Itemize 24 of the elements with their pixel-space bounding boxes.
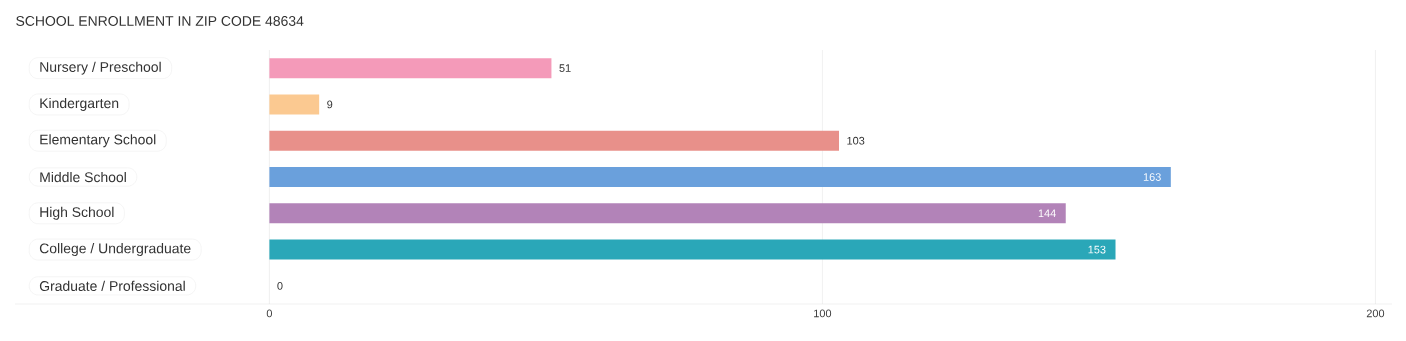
x-tick-label: 0: [266, 309, 273, 318]
bar: [269, 239, 1116, 260]
bar: [269, 167, 1171, 187]
data-label: 163: [1143, 173, 1161, 181]
bar: [269, 94, 320, 115]
data-label: 9: [327, 100, 333, 109]
x-tick-label: 100: [814, 309, 832, 318]
y-tick-label: Elementary School: [40, 134, 156, 148]
data-label: 103: [847, 136, 865, 145]
y-tick-label: Middle School: [40, 171, 126, 183]
data-label: 51: [559, 64, 571, 72]
bar: [269, 58, 552, 79]
y-tick-label: Graduate / Professional: [39, 280, 185, 291]
bar: [269, 203, 1066, 224]
bar: [269, 130, 840, 151]
x-tick-label: 200: [1366, 309, 1385, 318]
y-tick-label: High School: [40, 206, 114, 220]
data-label: 144: [1038, 209, 1056, 218]
data-label: 153: [1088, 245, 1106, 254]
y-tick-label: Nursery / Preschool: [40, 61, 161, 75]
chart-title: SCHOOL ENROLLMENT IN ZIP CODE 48634: [16, 16, 304, 26]
data-label: 0: [277, 281, 283, 290]
y-tick-label: Kindergarten: [40, 97, 119, 111]
y-tick-label: College / Undergraduate: [39, 243, 191, 257]
